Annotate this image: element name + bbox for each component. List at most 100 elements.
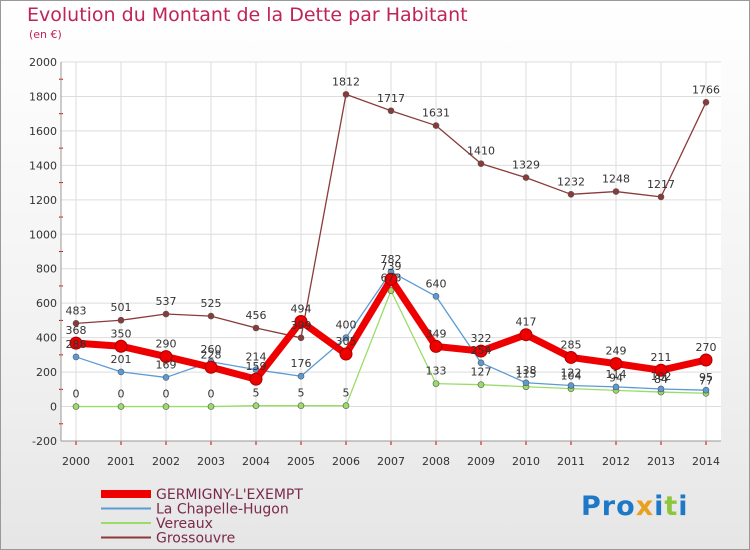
data-label: 1248 [602,173,630,186]
data-label: 400 [336,319,357,332]
x-tick-label: 2004 [242,455,270,468]
y-tick-label: 1200 [29,194,57,207]
data-label: 305 [336,335,357,348]
data-point [477,160,485,167]
data-point [69,336,83,350]
series-grossouvre [72,91,710,342]
data-point [342,334,350,341]
data-label: 640 [426,277,447,290]
data-point [342,402,350,409]
data-label: 1217 [647,178,675,191]
legend-label: GERMIGNY-L'EXEMPT [156,487,303,503]
data-point [432,122,440,129]
data-label: 782 [381,253,402,266]
data-label: 138 [516,364,537,377]
data-point [654,363,668,377]
x-tick-label: 2006 [332,455,360,468]
data-label: 1766 [692,83,720,96]
y-tick-label: -200 [32,435,57,448]
data-point [522,379,530,387]
data-label: 456 [246,309,267,322]
y-tick-label: 1800 [29,90,57,103]
legend-label: Vereaux [156,516,213,532]
y-tick-label: 600 [36,297,57,310]
data-label: 350 [111,327,132,340]
series-la-chapelle-hugon [72,268,710,394]
data-point [297,402,305,409]
data-point [117,316,125,324]
data-label: 176 [291,357,312,370]
data-label: 673 [381,272,402,285]
x-tick-label: 2009 [467,455,495,468]
data-point [117,403,125,410]
data-label: 133 [426,365,447,378]
data-label: 5 [298,387,305,400]
data-label: 0 [118,388,125,401]
y-tick-label: 2000 [29,56,57,69]
chart-unit: (en €) [29,28,62,41]
y-tick-label: 1600 [29,125,57,138]
x-tick-label: 2000 [62,455,90,468]
data-label: 494 [291,302,312,315]
series-germigny-l-exempt [69,272,713,386]
data-label: 77 [699,374,713,387]
data-point [432,292,440,300]
data-point [387,107,395,115]
data-label: 739 [381,260,402,273]
x-tick-label: 2010 [512,455,540,468]
legend-item-vereaux: Vereaux [101,516,213,532]
proxiti-logo: Proxiti [581,491,689,522]
data-label: 94 [609,371,623,384]
data-point [159,350,173,364]
data-label: 0 [163,388,170,401]
y-tick-label: 800 [36,263,57,276]
data-point [252,402,260,409]
data-point [72,353,80,361]
x-tick-label: 2014 [692,455,720,468]
data-point [609,357,623,371]
data-point [162,310,170,318]
logo-letter: i [678,491,689,522]
data-label: 1410 [467,145,495,158]
data-label: 95 [699,371,713,384]
data-point [702,99,710,106]
x-tick-label: 2002 [152,455,180,468]
x-tick-label: 2007 [377,455,405,468]
data-point [162,374,170,381]
data-point [114,339,128,353]
y-tick-label: 200 [36,366,57,379]
legend-item-grossouvre: Grossouvre [101,531,235,547]
data-label: 290 [156,338,177,351]
x-tick-label: 2011 [557,455,585,468]
x-tick-label: 2012 [602,455,630,468]
data-point [297,334,305,342]
data-label: 285 [561,338,582,351]
data-point [702,386,710,394]
data-point [474,344,488,358]
data-label: 159 [246,360,267,373]
data-label: 214 [246,351,267,364]
data-point [339,347,353,361]
data-point [657,193,665,201]
y-tick-label: 400 [36,332,57,345]
data-label: 127 [471,366,492,379]
data-point [612,383,620,391]
y-tick-label: 0 [50,401,57,414]
data-label: 249 [606,345,627,358]
x-tick-label: 2005 [287,455,315,468]
y-tick-label: 1400 [29,159,57,172]
data-label: 260 [201,343,222,356]
x-tick-label: 2008 [422,455,450,468]
legend-item-la-chapelle-hugon: La Chapelle-Hugon [101,502,289,518]
data-label: 254 [471,344,492,357]
data-point [297,372,305,380]
logo-letter: i [654,491,665,522]
data-point [519,328,533,342]
chart-title: Evolution du Montant de la Dette par Hab… [27,4,468,26]
x-tick-label: 2013 [647,455,675,468]
data-label: 114 [606,368,627,381]
data-label: 501 [111,301,132,314]
data-point [72,403,80,410]
data-label: 169 [156,358,177,371]
